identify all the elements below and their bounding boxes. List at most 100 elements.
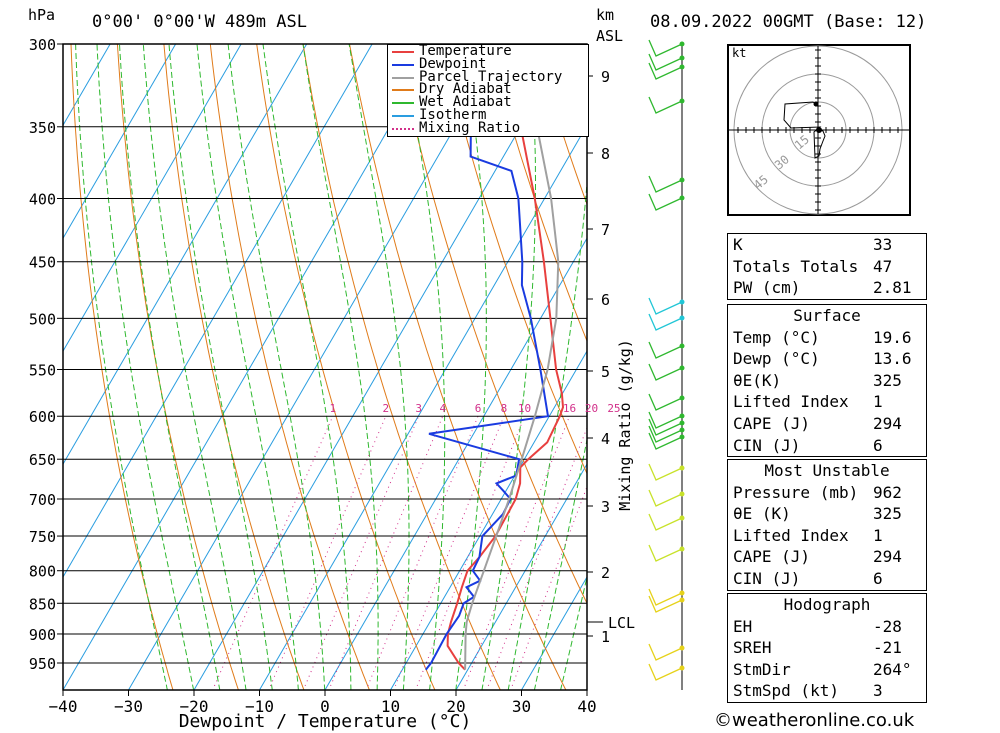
mixing-ratio-tick-label: 2: [383, 402, 390, 415]
hodograph-value: -21: [873, 638, 902, 658]
legend-item: Parcel Trajectory: [388, 70, 588, 83]
legend-line: [392, 63, 414, 66]
hodograph-row: StmSpd (kt) 3: [728, 680, 926, 702]
wind-barb: [648, 588, 683, 606]
pressure-tick-label: 500: [29, 310, 56, 328]
legend-line: [392, 127, 414, 130]
legend-item: Dewpoint: [388, 57, 588, 71]
parcel-trajectory-line: [464, 44, 560, 670]
hodograph-trace: [783, 101, 826, 159]
hodograph-value: 3: [873, 681, 883, 701]
most-unstable-table: Most Unstable Pressure (mb) 962 θE (K) 325 L…: [727, 459, 927, 591]
km-tick-label: 8: [601, 145, 610, 163]
temperature-tick-label: 20: [446, 697, 465, 716]
isotherm-line: [63, 44, 439, 690]
km-tick-label: 6: [601, 291, 610, 309]
wet-adiabat-line: [262, 44, 352, 690]
wet-adiabat-line: [227, 44, 326, 690]
wind-barb: [648, 363, 683, 381]
wind-barb: [648, 341, 683, 359]
wind-barb: [648, 513, 683, 531]
wet-adiabat-line: [196, 44, 299, 690]
wind-barb: [648, 193, 683, 211]
indices-table: K 33 Totals Totals 47 PW (cm) 2.81: [727, 233, 927, 300]
legend-line: [392, 89, 414, 92]
wet-adiabat-line: [302, 44, 379, 690]
mixing-ratio-tick-label: 6: [475, 402, 482, 415]
surface-row: Lifted Index 1: [728, 391, 926, 413]
legend-label: Dry Adiabat: [419, 81, 512, 98]
surface-row: Temp (°C) 19.6: [728, 327, 926, 349]
surface-label: Lifted Index: [733, 392, 849, 412]
km-tick-label: 1: [601, 628, 610, 646]
km-tick-label: 2: [601, 564, 610, 582]
wind-barb: [648, 53, 683, 71]
pressure-tick-label: 750: [29, 528, 56, 546]
surface-value: 13.6: [873, 349, 912, 369]
legend-item: Temperature: [388, 43, 588, 59]
most-unstable-label: CAPE (J): [733, 547, 811, 567]
wind-barb: [648, 62, 683, 80]
pressure-tick-label: 300: [29, 36, 56, 54]
hodograph-row: SREH -21: [728, 637, 926, 659]
x-axis-label: Dewpoint / Temperature (°C): [179, 711, 472, 732]
legend-line: [392, 102, 414, 105]
legend-item: Dry Adiabat: [388, 83, 588, 96]
km-tick-label: 4: [601, 430, 610, 448]
km-tick-label: 5: [601, 363, 610, 381]
mixing-ratio-axis-label: Mixing Ratio (g/kg): [616, 339, 634, 511]
wind-barb: [648, 393, 683, 411]
mixing-ratio-line: [268, 416, 387, 690]
isotherm-line: [324, 237, 587, 690]
wind-barb: [648, 663, 683, 681]
hodograph-value: 264°: [873, 659, 912, 679]
pressure-tick-label: 850: [29, 595, 56, 613]
pressure-tick-label: 700: [29, 491, 56, 509]
precipitable-water-row: PW (cm) 2.81: [728, 277, 926, 299]
isotherm-line: [63, 44, 308, 466]
temperature-tick-label: 40: [577, 697, 596, 716]
wind-barb: [648, 313, 683, 331]
surface-label: Dewp (°C): [733, 349, 820, 369]
pressure-unit-label: hPa: [28, 6, 56, 24]
legend-label: Mixing Ratio: [419, 119, 521, 136]
chart-legend: Temperature Dewpoint Parcel Trajectory Dry …: [387, 44, 589, 137]
k-index-label: K: [733, 235, 743, 254]
surface-value: 325: [873, 370, 902, 390]
surface-table: Surface Temp (°C) 19.6 Dewp (°C) 13.6 θE(K) 3…: [727, 304, 927, 458]
surface-label: Temp (°C): [733, 327, 820, 347]
mixing-ratio-tick-label: 8: [501, 402, 508, 415]
wind-barb: [648, 595, 683, 613]
dry-adiabat-line: [944, 26, 1000, 691]
km-tick-label: 7: [601, 221, 610, 239]
temperature-tick-label: −30: [114, 697, 143, 716]
most-unstable-row: θE (K) 325: [728, 503, 926, 525]
isotherm-line: [455, 463, 587, 690]
mixing-ratio-line: [510, 485, 587, 690]
pressure-tick-label: 650: [29, 451, 56, 469]
pressure-tick-label: 900: [29, 626, 56, 644]
mixing-ratio-tick-label: 16: [563, 402, 576, 415]
most-unstable-value: 962: [873, 482, 902, 502]
most-unstable-label: θE (K): [733, 504, 791, 524]
hodograph-label: StmSpd (kt): [733, 681, 839, 701]
surface-label: θE(K): [733, 370, 782, 390]
dry-adiabat-line: [348, 44, 567, 690]
plot-frame: [62, 43, 588, 691]
legend-label: Temperature: [419, 43, 512, 59]
legend-line: [392, 76, 414, 79]
most-unstable-label: CIN (J): [733, 568, 801, 588]
lcl-label: LCL: [608, 614, 635, 632]
wind-barb: [648, 39, 683, 57]
wet-adiabat-line: [168, 44, 273, 690]
most-unstable-value: 294: [873, 547, 902, 567]
totals-totals-label: Totals Totals: [733, 256, 859, 276]
dry-adiabat-line: [163, 44, 305, 690]
hodograph-label: StmDir: [733, 659, 791, 679]
precipitable-water-value: 2.81: [873, 278, 912, 298]
surface-row: Dewp (°C) 13.6: [728, 348, 926, 370]
most-unstable-row: Lifted Index 1: [728, 525, 926, 547]
most-unstable-value: 325: [873, 504, 902, 524]
wind-barb: [648, 175, 683, 193]
